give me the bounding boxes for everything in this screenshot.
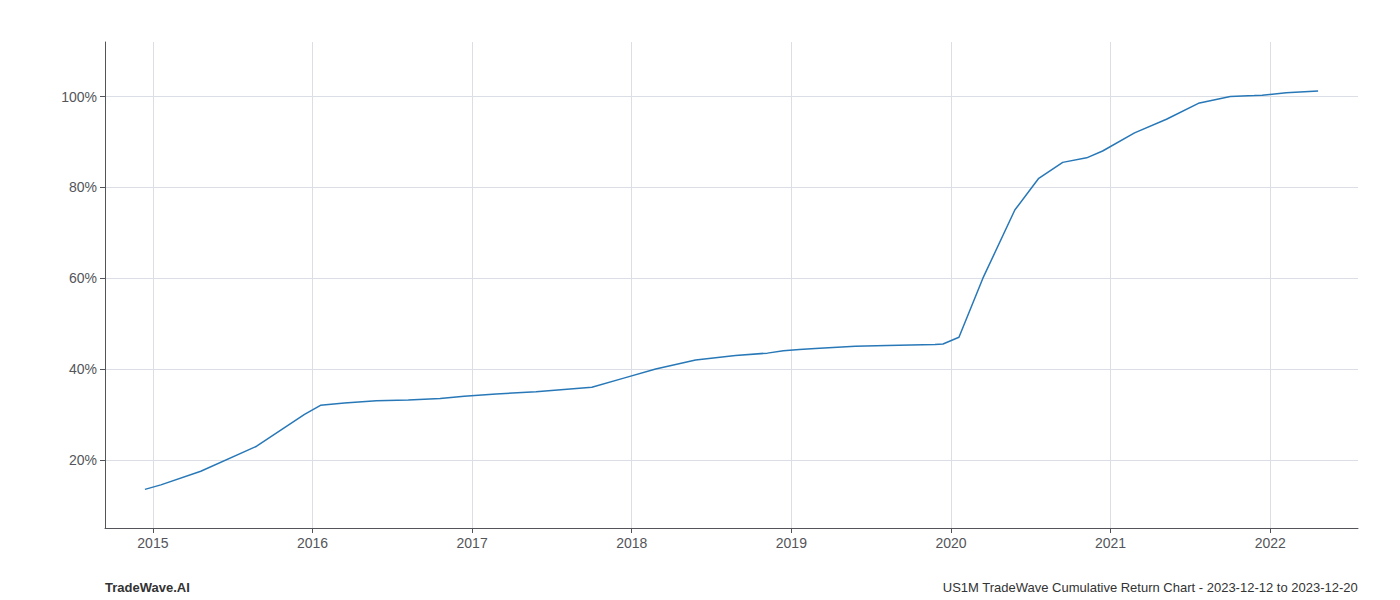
svg-text:20%: 20% bbox=[69, 452, 97, 468]
svg-text:2016: 2016 bbox=[297, 535, 328, 551]
svg-text:100%: 100% bbox=[61, 89, 97, 105]
svg-text:2018: 2018 bbox=[616, 535, 647, 551]
svg-text:TradeWave.AI: TradeWave.AI bbox=[105, 580, 190, 595]
svg-text:2022: 2022 bbox=[1255, 535, 1286, 551]
svg-text:80%: 80% bbox=[69, 179, 97, 195]
svg-text:2019: 2019 bbox=[776, 535, 807, 551]
svg-text:2021: 2021 bbox=[1095, 535, 1126, 551]
svg-text:40%: 40% bbox=[69, 361, 97, 377]
svg-text:US1M TradeWave Cumulative Retu: US1M TradeWave Cumulative Return Chart -… bbox=[943, 580, 1358, 595]
svg-text:60%: 60% bbox=[69, 270, 97, 286]
svg-text:2020: 2020 bbox=[935, 535, 966, 551]
svg-text:2015: 2015 bbox=[137, 535, 168, 551]
svg-text:2017: 2017 bbox=[457, 535, 488, 551]
